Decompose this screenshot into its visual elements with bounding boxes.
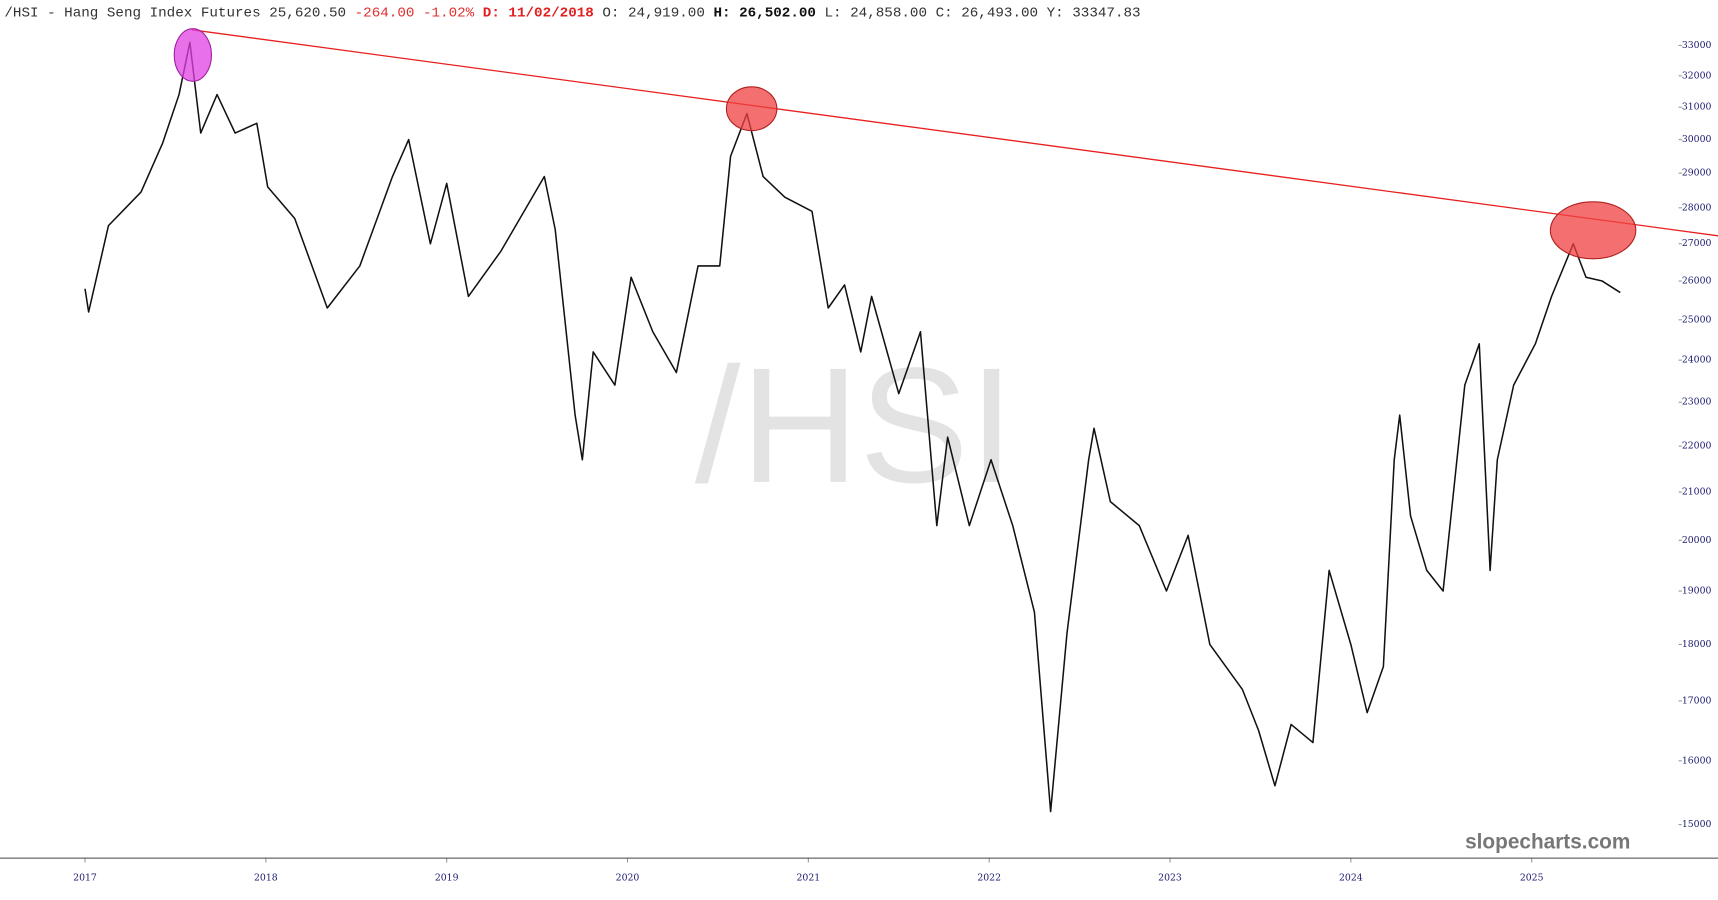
change-pct: -1.02% xyxy=(423,5,475,21)
y-tick-label: 28000 xyxy=(1682,202,1712,213)
y-tick-label: 33000 xyxy=(1682,40,1712,51)
y-tick-label: 15000 xyxy=(1682,819,1712,830)
y-tick-label: 30000 xyxy=(1682,134,1712,145)
x-tick-label: 2020 xyxy=(616,872,640,883)
highlight-ellipse xyxy=(173,28,213,82)
y-tick-label: 21000 xyxy=(1682,487,1712,498)
highlight-ellipse xyxy=(1549,201,1637,260)
x-tick-label: 2017 xyxy=(73,872,97,883)
y-tick-label: 19000 xyxy=(1682,586,1712,597)
y-tick-label: 25000 xyxy=(1682,314,1712,325)
change: -264.00 xyxy=(355,5,415,21)
y-tick-label: 29000 xyxy=(1682,168,1712,179)
y-value: Y: 33347.83 xyxy=(1047,5,1141,21)
y-tick-label: 18000 xyxy=(1682,639,1712,650)
y-tick-label: 26000 xyxy=(1682,276,1712,287)
x-tick-label: 2023 xyxy=(1158,872,1182,883)
y-tick-label: 17000 xyxy=(1682,695,1712,706)
x-tick-label: 2025 xyxy=(1520,872,1544,883)
high: H: 26,502.00 xyxy=(713,5,816,21)
trendline xyxy=(191,29,1718,237)
y-tick-label: 32000 xyxy=(1682,70,1712,81)
x-tick-label: 2022 xyxy=(977,872,1001,883)
plot-area: 15000 16000 17000 18000 19000 20000 21000 22000… xyxy=(73,40,1711,883)
watermark: /HSI xyxy=(695,333,1015,517)
x-tick-label: 2018 xyxy=(254,872,278,883)
x-tick-label: 2024 xyxy=(1339,872,1363,883)
y-tick-label: 16000 xyxy=(1682,755,1712,766)
header: /HSI - Hang Seng Index Futures 25,620.50… xyxy=(4,5,1140,21)
y-tick-label: 20000 xyxy=(1682,535,1712,546)
price-line xyxy=(84,41,1621,813)
brand: slopecharts.com xyxy=(1465,830,1630,853)
y-tick-label: 22000 xyxy=(1682,441,1712,452)
y-tick-label: 24000 xyxy=(1682,355,1712,366)
open: O: 24,919.00 xyxy=(602,5,705,21)
close: C: 26,493.00 xyxy=(936,5,1039,21)
low: L: 24,858.00 xyxy=(825,5,928,21)
price: 25,620.50 xyxy=(269,5,346,21)
highlight-ellipse xyxy=(725,86,778,132)
y-tick-label: 27000 xyxy=(1682,238,1712,249)
symbol: /HSI - Hang Seng Index Futures xyxy=(4,5,260,21)
y-tick-label: 23000 xyxy=(1682,397,1712,408)
date: D: 11/02/2018 xyxy=(483,5,594,21)
y-tick-label: 31000 xyxy=(1682,102,1712,113)
x-tick-label: 2021 xyxy=(797,872,821,883)
x-tick-label: 2019 xyxy=(435,872,459,883)
